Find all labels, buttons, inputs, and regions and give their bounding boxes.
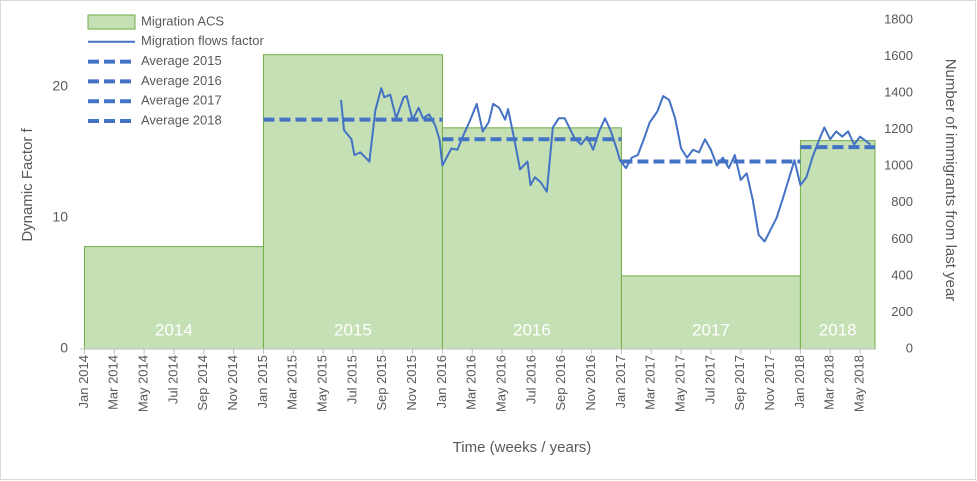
x-tick-label: Sep 2016 — [553, 355, 568, 411]
y2-tick-label: 1800 — [884, 11, 913, 26]
x-tick-label: Mar 2018 — [822, 355, 837, 410]
y-tick-label: 0 — [60, 340, 68, 356]
legend-label: Average 2016 — [141, 73, 222, 88]
x-tick-label: Nov 2015 — [404, 355, 419, 411]
x-tick-label: Jan 2018 — [792, 355, 807, 409]
x-tick-label: Sep 2015 — [374, 355, 389, 411]
legend-label: Migration flows factor — [141, 33, 264, 48]
bar — [620, 275, 801, 350]
y2-tick-label: 800 — [891, 194, 913, 209]
y2-tick-label: 200 — [891, 304, 913, 319]
x-tick-label: Mar 2016 — [464, 355, 479, 410]
x-tick-label: Nov 2017 — [762, 355, 777, 411]
x-tick-label: Jan 2017 — [613, 355, 628, 409]
bar-label: 2014 — [155, 320, 193, 339]
bar — [262, 54, 443, 350]
y2-tick-label: 0 — [906, 340, 913, 355]
x-axis-title: Time (weeks / years) — [453, 439, 592, 456]
legend-swatch — [87, 14, 136, 30]
x-tick-label: Jul 2017 — [702, 355, 717, 404]
x-tick-label: Mar 2015 — [285, 355, 300, 410]
y2-tick-label: 1200 — [884, 121, 913, 136]
x-tick-label: May 2017 — [673, 355, 688, 412]
y2-tick-label: 400 — [891, 267, 913, 282]
bar-label: 2018 — [819, 320, 857, 339]
x-tick-label: Jul 2016 — [523, 355, 538, 404]
bar — [83, 246, 264, 350]
legend-label: Average 2018 — [141, 112, 222, 127]
legend-label: Migration ACS — [141, 13, 224, 28]
bar — [441, 127, 622, 350]
x-tick-label: May 2015 — [315, 355, 330, 412]
x-tick-label: Mar 2017 — [643, 355, 658, 410]
bar — [799, 140, 876, 350]
x-tick-label: Nov 2016 — [583, 355, 598, 411]
x-tick-label: Jan 2015 — [255, 355, 270, 409]
x-tick-label: Jan 2014 — [76, 355, 91, 409]
x-tick-label: Sep 2014 — [195, 355, 210, 411]
x-tick-label: Jul 2014 — [165, 355, 180, 404]
y-tick-label: 10 — [52, 209, 68, 225]
legend-label: Average 2015 — [141, 53, 222, 68]
bar-label: 2017 — [692, 320, 730, 339]
legend-label: Average 2017 — [141, 93, 222, 108]
x-tick-label: Mar 2014 — [106, 355, 121, 410]
x-tick-label: May 2018 — [852, 355, 867, 412]
bar-label: 2015 — [334, 320, 372, 339]
y2-axis-title: Number of immigrants from last year — [942, 59, 959, 302]
x-tick-label: Jul 2015 — [344, 355, 359, 404]
y2-tick-label: 1000 — [884, 158, 913, 173]
x-tick-label: May 2016 — [494, 355, 509, 412]
x-tick-label: Jan 2016 — [434, 355, 449, 409]
x-tick-label: Sep 2017 — [732, 355, 747, 411]
y2-tick-label: 600 — [891, 231, 913, 246]
y2-tick-label: 1400 — [884, 85, 913, 100]
x-tick-label: Nov 2014 — [225, 355, 240, 411]
bar-label: 2016 — [513, 320, 551, 339]
y-axis-title: Dynamic Factor f — [19, 127, 36, 241]
y2-tick-label: 1600 — [884, 48, 913, 63]
x-tick-label: May 2014 — [136, 355, 151, 412]
y-tick-label: 20 — [52, 78, 68, 94]
